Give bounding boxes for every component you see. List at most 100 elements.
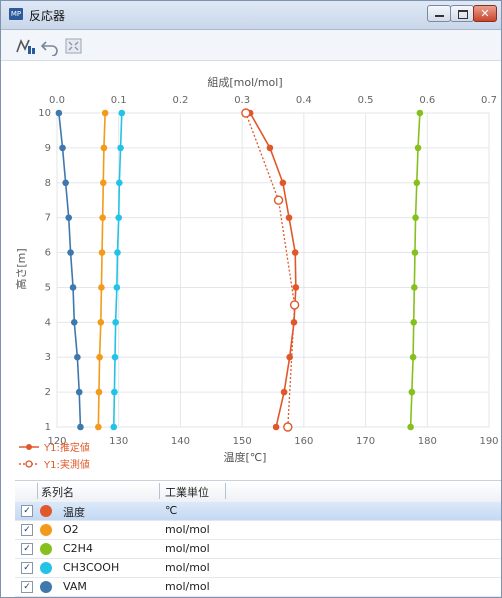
series-line-c2h4 bbox=[409, 112, 421, 428]
series-point-o2 bbox=[99, 214, 106, 221]
series-point-ch3cooh bbox=[115, 214, 123, 221]
y-tick-label: 9 bbox=[45, 143, 51, 154]
toolbar bbox=[1, 30, 501, 61]
y-tick-label: 3 bbox=[45, 352, 51, 363]
chart-style-button[interactable] bbox=[15, 36, 37, 56]
header-separator bbox=[225, 483, 226, 499]
series-point-c2h4 bbox=[413, 179, 421, 187]
series-point-o2 bbox=[98, 284, 105, 291]
y-tick-label: 10 bbox=[38, 108, 51, 119]
y-tick-label: 1 bbox=[45, 422, 51, 433]
series-row-c2h4[interactable]: ✓ C2H4 mol/mol bbox=[15, 540, 501, 559]
y-tick-label: 5 bbox=[45, 282, 51, 293]
profile-chart: 組成[mol/mol] 温度[℃] 高さ[m] 0.0 120 0.1 130 0.2 1… bbox=[14, 71, 501, 476]
top-axis-label: 組成[mol/mol] bbox=[207, 76, 282, 89]
chart-gridlines bbox=[56, 112, 490, 428]
row-series-name: 温度 bbox=[63, 506, 85, 519]
plot-area bbox=[56, 112, 490, 428]
maximize-icon bbox=[458, 10, 468, 19]
maximize-button[interactable] bbox=[450, 5, 474, 22]
series-row-o2[interactable]: ✓ O2 mol/mol bbox=[15, 521, 501, 540]
top-tick-label: 0.7 bbox=[481, 95, 497, 106]
measured-point bbox=[241, 108, 251, 118]
fit-view-icon bbox=[65, 38, 82, 54]
row-unit: ℃ bbox=[165, 504, 178, 517]
series-color-dot bbox=[40, 524, 52, 536]
bottom-tick-label: 130 bbox=[109, 436, 128, 447]
bottom-tick-label: 170 bbox=[356, 436, 375, 447]
series-point-c2h4 bbox=[411, 249, 419, 256]
series-row-temperature[interactable]: ✓ 温度 ℃ bbox=[15, 502, 501, 521]
top-tick-label: 0.0 bbox=[49, 95, 65, 106]
row-checkbox[interactable]: ✓ bbox=[21, 505, 33, 517]
series-point-ch3cooh bbox=[117, 144, 124, 152]
bottom-tick-label: 150 bbox=[233, 436, 252, 447]
row-checkbox[interactable]: ✓ bbox=[21, 524, 33, 536]
series-color-dot bbox=[40, 505, 52, 517]
series-row-vam[interactable]: ✓ VAM mol/mol bbox=[15, 578, 501, 597]
series-point-- bbox=[285, 214, 293, 221]
series-point-ch3cooh bbox=[110, 423, 118, 431]
chart-style-icon bbox=[16, 38, 35, 54]
window-title: 反応器 bbox=[29, 9, 66, 23]
bottom-axis-label: 温度[℃] bbox=[224, 450, 267, 464]
series-point-- bbox=[272, 423, 280, 431]
series-point-ch3cooh bbox=[111, 353, 119, 361]
series-point-o2 bbox=[95, 388, 103, 396]
series-point-vam bbox=[77, 423, 84, 431]
series-row-ch3cooh[interactable]: ✓ CH3COOH mol/mol bbox=[15, 559, 501, 578]
y-axis-label: 高さ[m] bbox=[15, 248, 28, 289]
series-color-dot bbox=[40, 543, 52, 555]
chart-legend: Y1:推定値 Y1:実測値 bbox=[19, 441, 90, 471]
series-point-c2h4 bbox=[411, 284, 418, 291]
series-point-c2h4 bbox=[416, 109, 424, 117]
series-point-- bbox=[291, 249, 299, 256]
series-point-c2h4 bbox=[410, 319, 418, 326]
title-bar[interactable]: MP 反応器 ✕ bbox=[1, 1, 501, 30]
legend-estimate-marker bbox=[26, 444, 32, 450]
series-point-o2 bbox=[101, 109, 109, 117]
series-color-dot bbox=[40, 581, 52, 593]
row-checkbox[interactable]: ✓ bbox=[21, 581, 33, 593]
top-tick-label: 0.4 bbox=[296, 95, 312, 106]
y-tick-label: 8 bbox=[45, 178, 51, 189]
header-series-name[interactable]: 系列名 bbox=[41, 486, 74, 499]
legend-measured-marker bbox=[25, 460, 33, 468]
series-point-o2 bbox=[96, 353, 103, 361]
row-series-name: CH3COOH bbox=[63, 561, 120, 574]
row-checkbox[interactable]: ✓ bbox=[21, 543, 33, 555]
series-point-c2h4 bbox=[412, 214, 419, 221]
undo-button[interactable] bbox=[39, 36, 61, 57]
series-point-vam bbox=[70, 319, 78, 326]
app-logo-icon: MP bbox=[9, 8, 23, 20]
minimize-icon bbox=[435, 15, 444, 17]
close-button[interactable]: ✕ bbox=[473, 5, 497, 22]
header-unit[interactable]: 工業単位 bbox=[165, 486, 209, 499]
fit-view-button[interactable] bbox=[63, 36, 85, 56]
series-point-- bbox=[292, 284, 300, 291]
series-point-ch3cooh bbox=[114, 249, 121, 256]
series-point-vam bbox=[59, 144, 66, 152]
series-point-ch3cooh bbox=[116, 179, 123, 187]
series-point-- bbox=[279, 179, 287, 187]
row-series-name: O2 bbox=[63, 523, 79, 536]
series-point-ch3cooh bbox=[111, 388, 118, 396]
top-tick-label: 0.6 bbox=[419, 95, 435, 106]
series-point-c2h4 bbox=[408, 388, 416, 396]
minimize-button[interactable] bbox=[427, 5, 451, 22]
row-checkbox[interactable]: ✓ bbox=[21, 562, 33, 574]
top-tick-label: 0.2 bbox=[172, 95, 188, 106]
measured-point bbox=[289, 300, 300, 310]
series-line-ch3cooh bbox=[112, 112, 123, 428]
series-point-o2 bbox=[97, 319, 105, 326]
series-point-c2h4 bbox=[414, 144, 422, 152]
series-point-ch3cooh bbox=[118, 109, 126, 117]
header-separator bbox=[37, 483, 38, 499]
y-tick-label: 7 bbox=[45, 213, 51, 224]
series-point-- bbox=[280, 388, 288, 396]
chart-svg: 組成[mol/mol] 温度[℃] 高さ[m] 0.0 120 0.1 130 0.2 1… bbox=[14, 76, 499, 471]
chart-series bbox=[55, 108, 424, 432]
series-point-vam bbox=[75, 388, 83, 396]
series-point-vam bbox=[67, 249, 74, 256]
